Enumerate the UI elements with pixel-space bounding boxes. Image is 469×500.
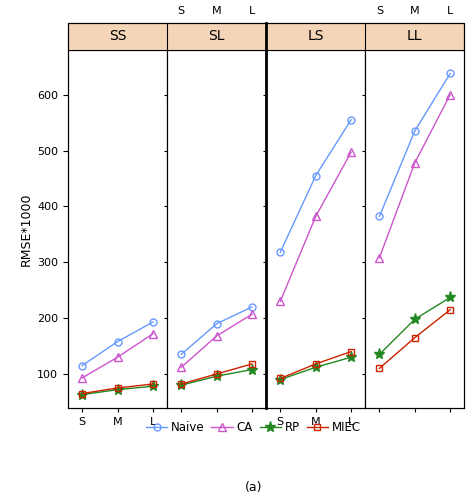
Text: M: M [212, 6, 221, 16]
Text: (a): (a) [244, 481, 262, 494]
Y-axis label: RMSE*1000: RMSE*1000 [20, 192, 33, 266]
Text: LL: LL [407, 30, 423, 44]
Text: L: L [249, 6, 255, 16]
Text: SL: SL [208, 30, 225, 44]
Text: M: M [410, 6, 420, 16]
Text: SS: SS [109, 30, 126, 44]
Text: L: L [447, 6, 453, 16]
Legend: Naive, CA, RP, MIEC: Naive, CA, RP, MIEC [141, 416, 365, 439]
Text: LS: LS [308, 30, 324, 44]
Text: S: S [376, 6, 383, 16]
Text: S: S [178, 6, 185, 16]
